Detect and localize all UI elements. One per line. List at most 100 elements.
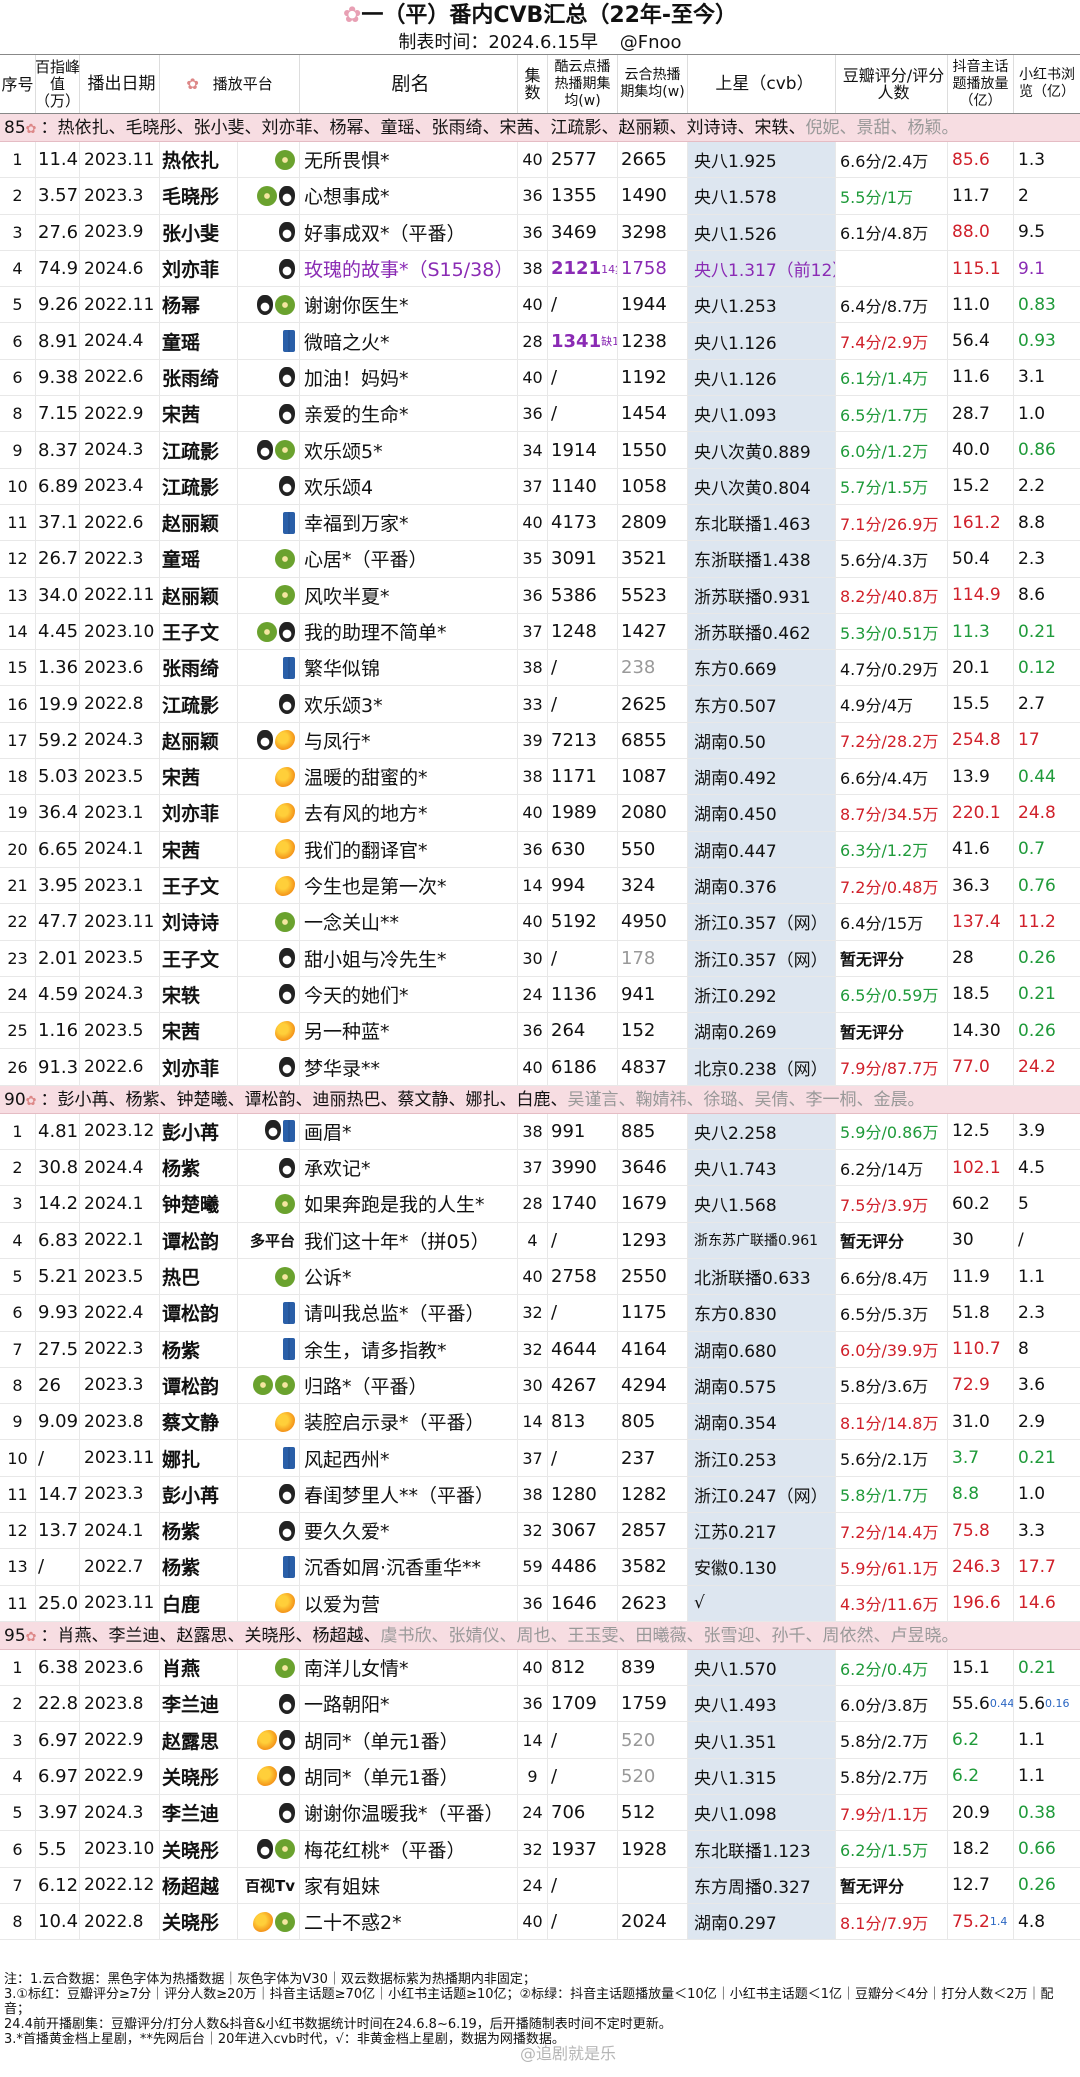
row-platform [238,1186,300,1222]
row-xhs-text: 1.0 [1018,1484,1046,1505]
row-xhs: 0.26 [1014,941,1080,976]
row-douban: 8.2分/40.8万 [836,577,948,613]
row-date-text: 2023.5 [84,948,144,969]
row-yunhe: 1058 [618,468,688,504]
row-douyin-text: 31.0 [952,1411,990,1432]
kiwi-icon [275,1266,295,1287]
row-star-text: 热依扎 [162,150,220,173]
row-no: 4 [0,1758,36,1795]
row-douban: 6.4分/8.7万 [836,287,948,323]
row-no: 10 [0,468,36,504]
row-episodes-text: 36 [522,839,543,859]
row-date-text: 2022.9 [84,403,144,424]
note-line: 3.①标红：豆瓣评分≥7分｜评分人数≥20万｜抖音主话题≥70亿｜小红书主话题≥… [4,1987,1054,2017]
row-kuyun: 1355 [548,178,618,214]
row-platform [238,504,300,541]
row-douban-text: 6.4分/15万 [840,913,924,933]
row-yunhe: 2080 [618,795,688,831]
header-date: 播出日期 [80,55,160,113]
row-date: 2024.1 [80,1186,160,1222]
row-baidu: 6.38 [36,1649,80,1686]
row-no-text: 1 [12,150,23,170]
row-date: 2024.4 [80,323,160,359]
row-star-text: 张小斐 [162,222,220,245]
row-douban: 7.9分/87.7万 [836,1049,948,1085]
row-douyin: 36.3 [948,867,1014,904]
row-date-text: 2022.6 [84,512,144,533]
row-date: 2023.11 [80,142,160,178]
row-title-text: 我们这十年*（拼05） [304,1230,490,1253]
row-xhs-text: 0.12 [1018,657,1056,678]
row-douyin: 18.2 [948,1831,1014,1867]
row-baidu: 10.42 [36,1903,80,1940]
row-yunhe: 1175 [618,1295,688,1331]
row-douyin-text: 77.0 [952,1057,990,1078]
row-date: 2024.1 [80,1512,160,1549]
row-title-text: 欢乐颂4 [304,476,374,499]
row-episodes-text: 38 [522,259,543,279]
row-title-text: 我们的翻译官* [304,839,428,862]
row-no-text: 9 [12,440,23,460]
row-douyin-text: 13.9 [952,766,990,787]
row-douban: 6.0分/1.2万 [836,432,948,468]
row-baidu: 2.01 [36,940,80,976]
row-yunhe: 550 [618,831,688,867]
row-kuyun: 6186 [548,1049,618,1085]
row-baidu-text: 6.65 [38,838,79,860]
row-douyin-text: 60.2 [952,1193,990,1214]
row-episodes-text: 14 [522,1730,543,1750]
row-no: 20 [0,831,36,867]
row-date: 2023.11 [80,904,160,940]
row-kuyun: / [548,1222,618,1258]
row-baidu: 36.44 [36,795,80,831]
table-row: 5 5.21 2023.5 热巴 公诉* 40 2758 2550 北浙联播0.633 6.6分/… [0,1258,1080,1296]
row-episodes-text: 37 [522,1448,543,1468]
row-kuyun: 1280 [548,1476,618,1512]
row-date: 2022.1 [80,1222,160,1258]
row-yunhe: 2857 [618,1512,688,1549]
row-kuyun: 3990 [548,1150,618,1186]
row-xhs: 0.12 [1014,650,1080,685]
row-yunhe-text: 1238 [621,330,667,352]
row-tv-text: 央八1.925 [694,152,777,173]
row-kuyun-text: / [551,1447,558,1469]
row-episodes: 35 [518,541,548,577]
row-star-text: 谭松韵 [162,1230,220,1253]
row-douban-text: 4.3分/11.6万 [840,1595,939,1615]
row-no-text: 5 [12,295,23,315]
row-tv-text: 湖南0.376 [694,878,777,899]
kuyun-note: 14集 [601,262,617,276]
row-baidu: 11.46 [36,142,80,178]
row-baidu: 91.35 [36,1049,80,1085]
row-kuyun-text: / [551,693,558,715]
row-title: 要久久爱* [300,1512,518,1549]
row-douban: 6.5分/1.7万 [836,396,948,432]
row-douyin-text: 254.8 [952,730,1001,751]
row-baidu: 5.5 [36,1831,80,1867]
row-douban-text: 6.4分/8.7万 [840,296,929,316]
row-star-text: 谭松韵 [162,1303,220,1326]
row-xhs: 8 [1014,1332,1080,1367]
row-yunhe-text: 512 [621,1802,656,1824]
table-row: 5 3.97 2024.3 李兰迪 谢谢你温暖我*（平番） 24 706 512 央八1.098… [0,1795,1080,1832]
row-douban-text: 8.7分/34.5万 [840,804,939,824]
row-date: 2023.8 [80,1686,160,1722]
jeans-icon [283,330,295,353]
table-row: 12 26.7 2022.3 童瑶 心居*（平番） 35 3091 3521 东浙联播1.438… [0,541,1080,578]
row-xhs-text: 2.9 [1018,1411,1046,1432]
row-date-text: 2023.8 [84,1411,144,1432]
table-row: 14 4.45 2023.10 王子文 我的助理不简单* 37 1248 1427 浙苏联播0.… [0,613,1080,651]
row-title: 一路朝阳* [300,1686,518,1722]
row-title: 以爱为营 [300,1585,518,1621]
row-yunhe-text: 2625 [621,693,667,715]
kiwi-icon [275,548,295,569]
row-title: 与凤行* [300,722,518,759]
row-tv: 江苏0.217 [688,1512,836,1549]
row-tv: 浙江0.357（网） [688,904,836,940]
row-no: 9 [0,1404,36,1440]
blossom-icon: ✿ [25,1629,37,1645]
row-tv-text: 浙苏联播0.931 [694,587,811,608]
table-row: 13 / 2022.7 杨紫 沉香如屑·沉香重华** 59 4486 3582 安徽0.130 5… [0,1549,1080,1586]
row-no-text: 3 [12,1194,23,1214]
row-xhs-text: 24.8 [1018,802,1056,823]
